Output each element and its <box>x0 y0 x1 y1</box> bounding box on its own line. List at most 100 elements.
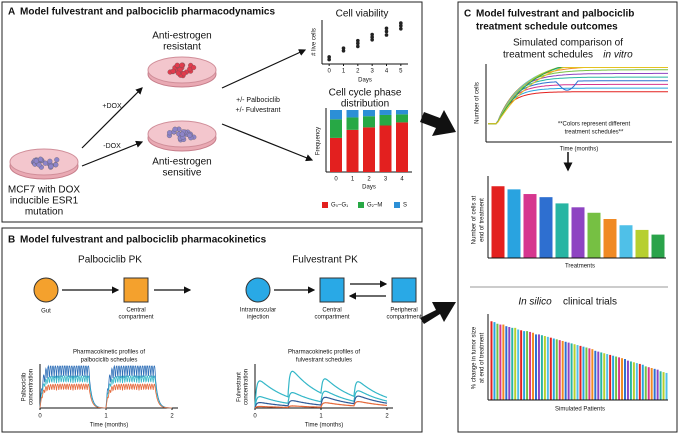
bar <box>546 336 549 400</box>
label: +/- Fulvestrant <box>236 107 281 114</box>
point <box>327 57 331 62</box>
label: Model fulvestrant and palbociclib pharma… <box>20 235 267 246</box>
label: Cell cycle phase <box>329 88 402 99</box>
bar <box>635 229 649 258</box>
cell <box>167 130 173 136</box>
bar-segment <box>363 110 375 117</box>
label: 3 <box>370 69 374 75</box>
bar <box>532 332 534 400</box>
label: sensitive <box>163 168 202 179</box>
bar <box>612 355 615 400</box>
label: Intramuscular <box>240 308 276 314</box>
label: Days <box>362 185 376 191</box>
label: B <box>8 235 15 246</box>
bar-segment <box>346 110 359 118</box>
label: Anti-estrogen <box>152 31 211 42</box>
bar <box>594 350 597 400</box>
point <box>399 23 403 28</box>
bar-segment <box>379 125 392 172</box>
cell <box>174 62 180 68</box>
legend-swatch <box>394 202 400 208</box>
label: +/- Palbociclib <box>236 97 280 104</box>
bar <box>656 369 659 400</box>
cell <box>179 131 185 137</box>
point <box>399 27 403 31</box>
bar <box>619 225 633 258</box>
point <box>370 32 374 37</box>
bar <box>582 346 585 400</box>
label: 2 <box>367 177 371 183</box>
bar <box>603 219 617 258</box>
bar-segment <box>346 117 359 130</box>
label: end of treatment <box>480 198 486 242</box>
label: # live cells <box>312 28 318 56</box>
bar-segment <box>346 129 359 172</box>
bar <box>573 344 576 400</box>
label: compartment <box>314 315 349 321</box>
label: % change in tumor size <box>472 326 478 389</box>
label: 0 <box>253 414 257 420</box>
point <box>399 21 403 25</box>
label: C <box>464 9 471 20</box>
bar <box>624 359 626 400</box>
point <box>341 46 346 50</box>
label: Number of cells at <box>472 195 478 244</box>
bar <box>603 353 606 400</box>
label: resistant <box>163 42 201 53</box>
label: 2 <box>385 414 389 420</box>
bar <box>514 327 517 400</box>
arrow <box>221 123 314 162</box>
bar-segment <box>330 110 342 120</box>
bar <box>537 334 540 400</box>
pk-curve <box>254 370 388 409</box>
cell <box>33 158 39 164</box>
cell <box>187 132 193 138</box>
panel-c-frame <box>457 1 678 433</box>
bar <box>606 354 609 400</box>
legend-swatch <box>322 202 328 208</box>
label: concentration <box>29 369 35 405</box>
bar <box>579 345 582 400</box>
bar-segment <box>379 114 392 126</box>
compartment <box>391 277 417 303</box>
bar <box>641 364 644 400</box>
cell <box>179 62 185 68</box>
bar <box>629 361 632 400</box>
bar <box>588 348 591 400</box>
label: Simulated Patients <box>555 407 605 413</box>
bar-segment <box>396 110 408 115</box>
label: Gut <box>41 309 51 315</box>
cell <box>181 71 187 77</box>
label: 2 <box>170 414 174 420</box>
point <box>384 29 389 34</box>
cell <box>191 64 197 71</box>
bar <box>543 336 546 400</box>
label: 5 <box>399 69 403 75</box>
pk-curve <box>254 401 387 409</box>
label: A <box>8 7 15 18</box>
bar <box>571 207 585 258</box>
label: G₀–G₁ <box>331 203 348 209</box>
label: S <box>403 203 407 209</box>
pk-curve <box>39 383 172 409</box>
point <box>356 41 360 46</box>
bar <box>570 343 573 400</box>
label: Pharmacokinetic profiles of <box>73 350 145 356</box>
bar <box>609 354 612 400</box>
label: inducible ESR1 <box>10 196 79 207</box>
bar <box>662 372 665 400</box>
big-arrow <box>420 110 456 136</box>
panel-a-frame <box>1 1 423 223</box>
label: compartment <box>118 315 153 321</box>
bar <box>523 331 526 400</box>
cell <box>54 157 60 163</box>
label: 1 <box>104 414 108 420</box>
bar <box>539 197 553 258</box>
sim-curve <box>488 67 668 125</box>
bar <box>493 322 496 400</box>
bar-segment <box>330 119 342 138</box>
bar <box>618 357 621 400</box>
label: 0 <box>334 177 338 183</box>
label: MCF7 with DOX <box>8 185 81 196</box>
bar <box>529 331 532 400</box>
